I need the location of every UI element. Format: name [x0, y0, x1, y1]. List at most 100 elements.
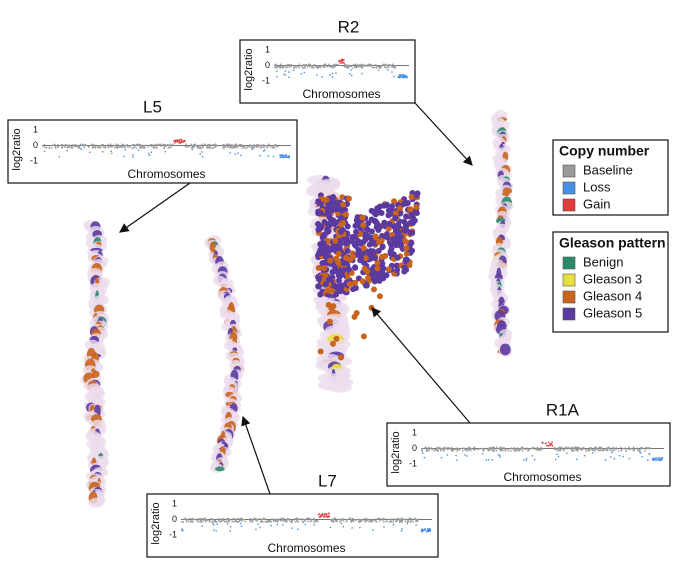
cn-point [78, 146, 80, 149]
cn-point [186, 145, 188, 148]
tumor-region [378, 253, 385, 260]
tumor-region [214, 466, 225, 472]
cn-point [427, 530, 429, 533]
cn-point [371, 520, 374, 523]
cn-point [258, 517, 261, 520]
cn-point [383, 63, 385, 66]
cn-point [52, 144, 54, 146]
cn-point [381, 65, 383, 67]
cn-point [256, 146, 258, 148]
cn-point [294, 521, 297, 523]
cn-point [74, 145, 76, 147]
cn-point [375, 521, 378, 523]
cn-point [544, 442, 547, 445]
cn-point [61, 146, 63, 148]
cn-point [457, 449, 460, 451]
cn-point [256, 518, 258, 521]
cn-point [332, 64, 334, 67]
cn-point [319, 66, 322, 69]
cn-point [442, 450, 445, 452]
cn-point [315, 519, 318, 522]
cn-point [555, 447, 557, 449]
tumor-region [367, 234, 374, 241]
cn-point [504, 449, 506, 451]
cn-point [338, 60, 340, 63]
cn-point [493, 448, 496, 450]
cn-point [489, 448, 492, 450]
cn-point [574, 447, 576, 450]
tumor-region [403, 256, 410, 263]
cn-point [183, 140, 186, 143]
cn-point [223, 520, 226, 523]
cn-point [378, 517, 381, 520]
cn-point [657, 457, 660, 459]
cn-point [331, 76, 334, 78]
cn-point [446, 454, 449, 456]
cn-point [629, 447, 632, 450]
cn-point [572, 446, 574, 449]
cn-point [201, 147, 203, 149]
cn-point [203, 144, 206, 147]
cn-point [54, 143, 56, 146]
cn-point [331, 67, 334, 69]
cn-point [539, 449, 541, 451]
cn-point [400, 530, 403, 532]
cn-point [285, 66, 287, 69]
cn-point [102, 144, 105, 146]
cn-point [287, 156, 289, 158]
cn-point [61, 144, 63, 147]
cn-point [515, 450, 518, 452]
cn-point [209, 145, 211, 148]
cn-point [166, 144, 168, 146]
cn-point [553, 446, 556, 449]
cn-point [293, 66, 295, 69]
tumor-region [381, 219, 388, 226]
cn-point [365, 517, 368, 519]
y-tick-label: 0 [265, 60, 270, 70]
cn-point [658, 458, 661, 461]
panels: R2 log2ratio 1 0 -1 Chromosomes L5 log2ratio 1 0 -… [7, 17, 671, 558]
cn-point [160, 145, 162, 147]
tumor-region [366, 241, 373, 248]
cn-point [264, 518, 267, 520]
cn-point [279, 66, 281, 69]
cn-point [428, 528, 430, 530]
cn-point [394, 65, 396, 67]
cn-point [221, 519, 223, 522]
y-tick-label: 0 [33, 140, 38, 150]
cn-point [437, 447, 439, 449]
cn-point [632, 446, 635, 449]
cn-point [531, 455, 534, 457]
cn-point [413, 518, 416, 520]
cn-point [288, 519, 291, 521]
tumor-region [359, 278, 366, 285]
cn-point [284, 74, 287, 76]
cn-point [110, 146, 112, 148]
cn-point [126, 144, 128, 146]
cn-point [275, 520, 277, 523]
tumor-region [397, 234, 404, 241]
cn-point [334, 65, 337, 67]
cn-point [343, 65, 346, 68]
cn-point [309, 63, 311, 66]
cn-point [426, 530, 429, 532]
cn-point [566, 452, 568, 454]
tumor-region [381, 202, 388, 209]
cn-point [305, 64, 307, 66]
cn-point [240, 154, 242, 157]
tumor-region [364, 268, 371, 275]
cn-point [82, 143, 84, 145]
cn-point [326, 516, 329, 518]
cn-point [313, 524, 315, 526]
cn-point [389, 64, 391, 66]
cn-point [180, 141, 183, 143]
cn-point [209, 520, 211, 522]
cn-point [244, 147, 246, 149]
cn-point [378, 66, 380, 68]
cn-point [165, 145, 167, 147]
cn-point [184, 146, 187, 148]
cn-point [493, 450, 495, 452]
cn-point [93, 144, 95, 146]
cn-point [206, 147, 208, 149]
tumor-region [332, 237, 339, 244]
